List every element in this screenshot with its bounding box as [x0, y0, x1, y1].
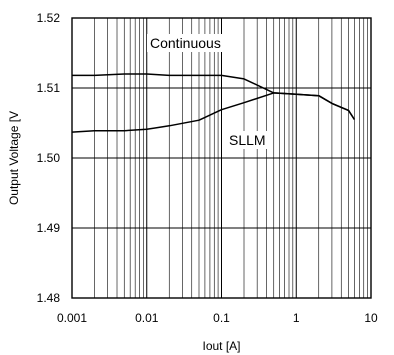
x-tick-label: 10	[364, 311, 378, 325]
y-tick-label: 1.49	[37, 221, 61, 235]
x-tick-label: 0.01	[135, 311, 159, 325]
plot-frame	[71, 17, 372, 299]
annotation-sllm: SLLM	[229, 132, 266, 148]
x-tick-label: 0.1	[213, 311, 230, 325]
y-tick-label: 1.48	[37, 291, 61, 305]
grid	[71, 17, 372, 299]
x-axis-label: Iout [A]	[202, 339, 240, 353]
y-tick-label: 1.50	[37, 151, 61, 165]
y-tick-labels: 1.48 1.49 1.50 1.51 1.52	[37, 11, 61, 305]
y-axis-label: Output Voltage [V	[7, 111, 21, 205]
annotation-continuous: Continuous	[150, 35, 221, 51]
y-tick-label: 1.52	[37, 11, 61, 25]
x-tick-labels: 0.001 0.01 0.1 1 10	[57, 311, 378, 325]
annotation-background	[226, 131, 269, 149]
x-tick-label: 0.001	[57, 311, 87, 325]
x-tick-label: 1	[293, 311, 300, 325]
y-tick-label: 1.51	[37, 81, 61, 95]
series-line-sllm	[71, 92, 356, 133]
series-line-continuous	[72, 73, 356, 120]
annotation-background	[147, 34, 224, 52]
series-layer	[71, 73, 356, 133]
